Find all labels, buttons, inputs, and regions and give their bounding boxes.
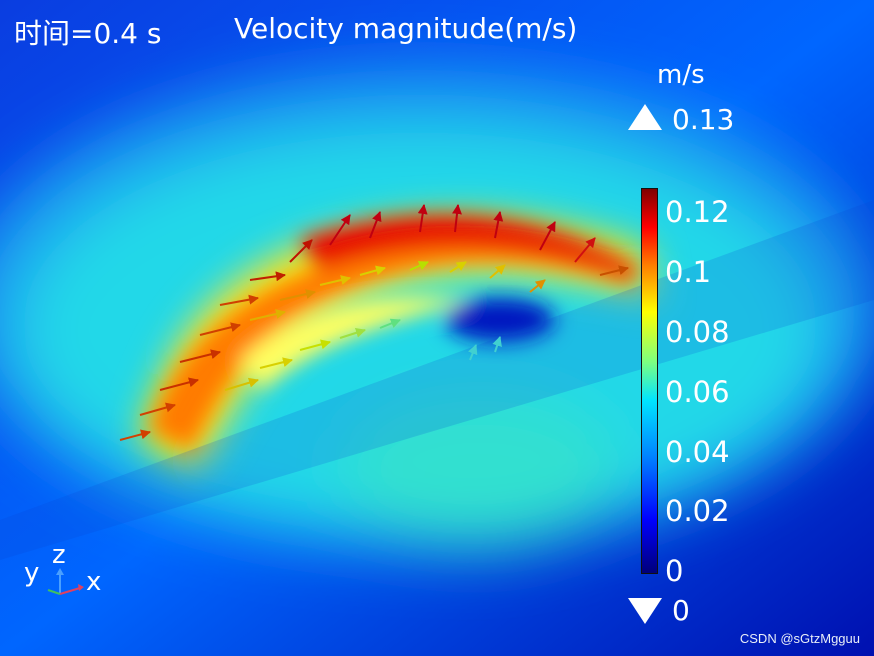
min-value: 0: [672, 594, 690, 627]
colorbar-tick: 0: [665, 554, 684, 588]
time-label: 时间=0.4 s: [14, 17, 162, 50]
colorbar-tick: 0.12: [665, 195, 730, 229]
colorbar-tick: 0.04: [665, 435, 730, 469]
axis-y-label: y: [24, 558, 40, 588]
colorbar-tick: 0.02: [665, 494, 730, 528]
max-triangle-icon: [628, 104, 662, 130]
colorbar-tick: 0.08: [665, 315, 730, 349]
max-value: 0.13: [672, 103, 735, 136]
min-triangle-icon: [628, 598, 662, 624]
axis-z-label: z: [52, 540, 66, 570]
colorbar-tick: 0.1: [665, 255, 712, 289]
colorbar-unit: m/s: [657, 60, 705, 90]
velocity-arrows: [119, 204, 629, 441]
watermark: CSDN @sGtzMgguu: [739, 631, 860, 646]
axis-triad: y z x: [18, 540, 118, 610]
axis-triad-icon: [47, 568, 84, 595]
colorbar: [641, 188, 658, 574]
plot-title: Velocity magnitude(m/s): [234, 12, 578, 45]
axis-x-label: x: [86, 567, 102, 597]
colorbar-tick: 0.06: [665, 375, 730, 409]
